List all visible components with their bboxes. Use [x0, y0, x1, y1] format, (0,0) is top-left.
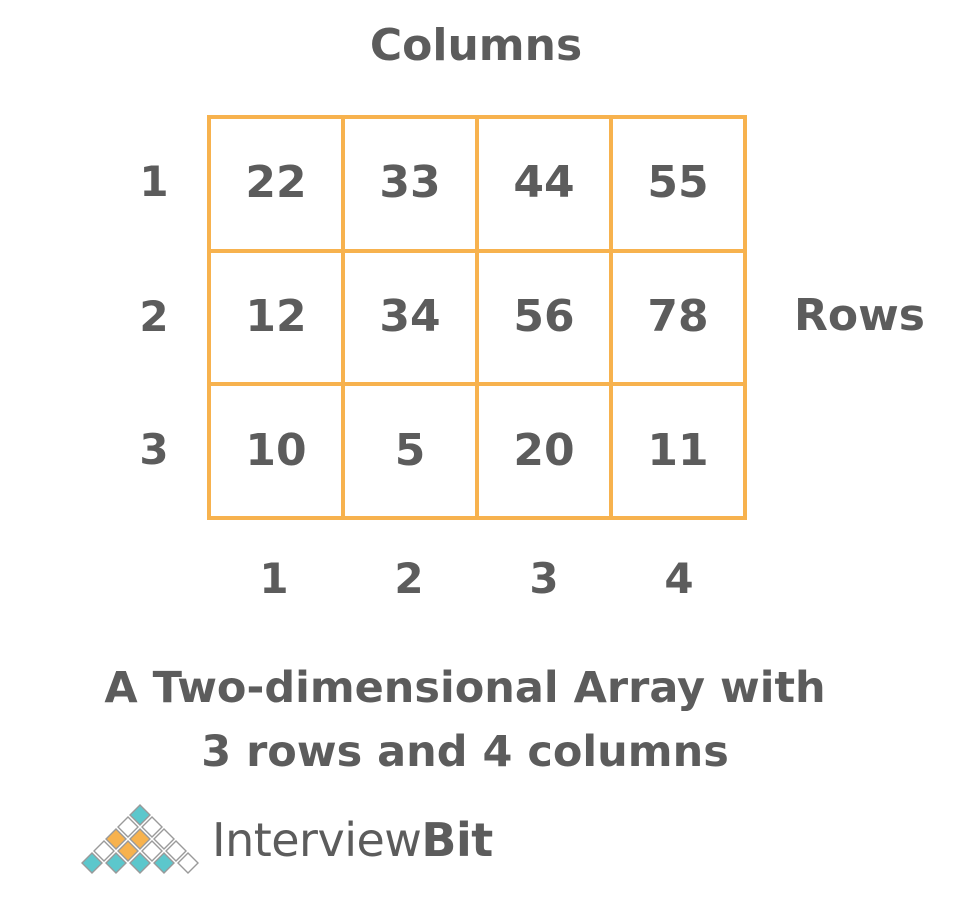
- caption-line-2: 3 rows and 4 columns: [201, 727, 729, 777]
- array-cell: 11: [611, 384, 745, 518]
- caption: A Two-dimensional Array with 3 rows and …: [0, 656, 930, 784]
- column-label: 3: [529, 554, 559, 603]
- array-cell: 12: [209, 250, 343, 385]
- array-cell: 34: [343, 250, 477, 385]
- array-cell: 33: [343, 117, 477, 251]
- array-cell: 10: [209, 384, 343, 518]
- row-label: 3: [139, 425, 169, 474]
- caption-line-1: A Two-dimensional Array with: [104, 663, 826, 713]
- array-cell: 56: [477, 250, 611, 385]
- array-cell: 22: [209, 117, 343, 251]
- column-label: 1: [259, 554, 289, 603]
- rows-heading: Rows: [794, 290, 925, 341]
- array-cell: 20: [477, 384, 611, 518]
- column-label: 4: [664, 554, 694, 603]
- logo-wordmark-part2: Bit: [421, 813, 493, 867]
- array-cell: 5: [343, 384, 477, 518]
- array-cell: 44: [477, 117, 611, 251]
- logo-wordmark-part1: Interview: [212, 813, 422, 867]
- diamond-pattern-icon: [81, 804, 199, 874]
- columns-heading: Columns: [369, 20, 583, 71]
- logo-wordmark: InterviewBit: [212, 813, 493, 867]
- row-label: 1: [139, 157, 169, 206]
- array-cell: 78: [611, 250, 745, 385]
- array-cell: 55: [611, 117, 745, 251]
- column-label: 2: [394, 554, 424, 603]
- array-grid: 22 33 44 55 12 34 56 78 10 5 20 11: [207, 115, 747, 520]
- interviewbit-logo: InterviewBit: [76, 800, 493, 880]
- row-label: 2: [139, 292, 169, 341]
